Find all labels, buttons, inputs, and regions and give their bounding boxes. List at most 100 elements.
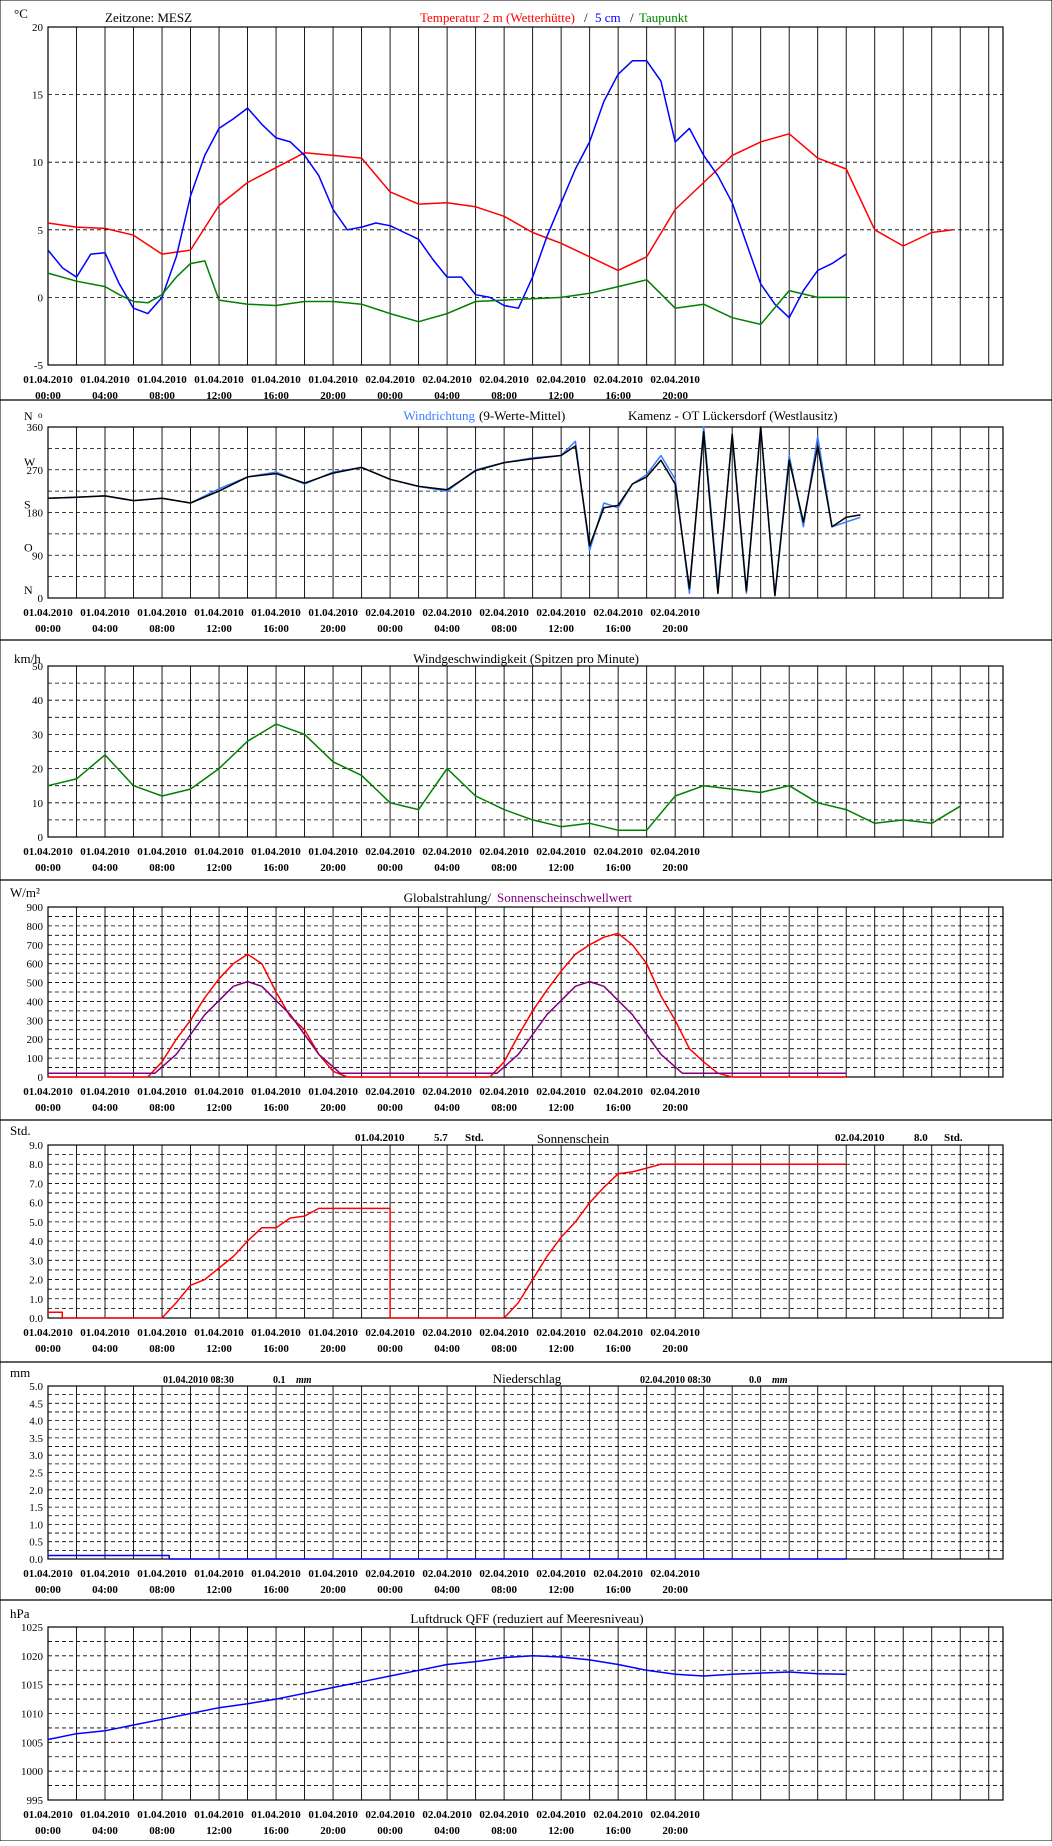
precipitation-panel: mm 01.04.2010 08:30 0.1 mm Niederschlag … [10, 1365, 788, 1386]
speed-x-tick-time: 08:00 [491, 862, 517, 874]
speed-x-tick-time: 16:00 [605, 862, 631, 874]
rad-x-tick-time: 12:00 [548, 1102, 574, 1114]
press-y-tick-label: 1020 [21, 1651, 44, 1663]
sunshine-threshold-title: Sonnenscheinschwellwert [497, 890, 632, 905]
rain-x-tick-date: 01.04.2010 [308, 1568, 358, 1580]
press-x-tick-time: 16:00 [605, 1825, 631, 1837]
rad-y-tick-label: 200 [27, 1034, 44, 1046]
temp-x-tick-time: 00:00 [377, 390, 403, 402]
rain-y-tick-label: 2.5 [29, 1468, 43, 1480]
press-x-tick-date: 02.04.2010 [536, 1809, 586, 1821]
dir-x-tick-date: 02.04.2010 [536, 607, 586, 619]
press-x-tick-date: 02.04.2010 [479, 1809, 529, 1821]
rad-x-tick-date: 02.04.2010 [593, 1086, 643, 1098]
rad-x-tick-date: 01.04.2010 [194, 1086, 244, 1098]
rain-x-tick-time: 04:00 [92, 1584, 118, 1596]
speed-x-tick-time: 20:00 [320, 862, 346, 874]
sun-x-tick-date: 02.04.2010 [479, 1327, 529, 1339]
sun-x-tick-time: 16:00 [605, 1343, 631, 1355]
rad-y-tick-label: 700 [27, 940, 44, 952]
temp-x-tick-time: 20:00 [320, 390, 346, 402]
dir-y-tick-label: 180 [27, 508, 44, 520]
sun-x-tick-date: 02.04.2010 [536, 1327, 586, 1339]
dir-x-tick-date: 01.04.2010 [80, 607, 130, 619]
rain-plot: 5.0 4.5 4.0 3.5 3.0 2.5 2.0 1.5 1.0 0.5 0.0 01.04.2… [23, 1381, 1004, 1596]
rad-series-line [48, 980, 847, 1074]
rain-y-tick-label: 4.5 [29, 1398, 43, 1410]
rad-x-tick-date: 02.04.2010 [365, 1086, 415, 1098]
sun-y-tick-label: 8.0 [29, 1159, 43, 1171]
press-x-tick-date: 01.04.2010 [23, 1809, 73, 1821]
speed-y-tick-label: 20 [32, 764, 44, 776]
rad-x-tick-date: 01.04.2010 [23, 1086, 73, 1098]
sunshine-day2-date: 02.04.2010 [835, 1132, 885, 1144]
rain-x-tick-date: 02.04.2010 [536, 1568, 586, 1580]
rain-x-tick-time: 12:00 [206, 1584, 232, 1596]
press-y-tick-label: 995 [27, 1795, 44, 1807]
speed-x-tick-date: 01.04.2010 [23, 846, 73, 858]
rain-x-tick-date: 01.04.2010 [80, 1568, 130, 1580]
rad-x-tick-time: 20:00 [662, 1102, 688, 1114]
sun-x-tick-date: 02.04.2010 [422, 1327, 472, 1339]
rad-x-tick-time: 04:00 [434, 1102, 460, 1114]
temperature-panel: °C Zeitzone: MESZ Temperatur 2 m (Wetter… [14, 6, 688, 25]
temp-y-tick-label: 15 [32, 90, 44, 102]
wind-speed-title: Windgeschwindigkeit (Spitzen pro Minute) [413, 651, 639, 666]
press-x-tick-time: 00:00 [35, 1825, 61, 1837]
speed-x-tick-date: 02.04.2010 [536, 846, 586, 858]
sun-x-tick-date: 02.04.2010 [650, 1327, 700, 1339]
dir-x-tick-date: 01.04.2010 [194, 607, 244, 619]
rad-x-tick-time: 20:00 [320, 1102, 346, 1114]
rain-x-tick-date: 01.04.2010 [137, 1568, 187, 1580]
radiation-panel: W/m² Globalstrahlung/ Sonnenscheinschwel… [10, 885, 632, 905]
wind-direction-degree-mark: o [38, 410, 43, 420]
dir-y-tick-label: 360 [27, 422, 44, 434]
sun-x-tick-time: 08:00 [491, 1343, 517, 1355]
wind-direction-title: Windrichtung [403, 408, 475, 423]
speed-x-tick-time: 00:00 [35, 862, 61, 874]
temp-x-tick-date: 02.04.2010 [593, 374, 643, 386]
sun-y-tick-label: 7.0 [29, 1178, 43, 1190]
temp-title-sep2: / [630, 10, 634, 25]
pressure-unit: hPa [10, 1606, 30, 1621]
sun-x-tick-time: 04:00 [92, 1343, 118, 1355]
dir-x-tick-time: 00:00 [377, 623, 403, 635]
rain-y-tick-label: 2.0 [29, 1485, 43, 1497]
compass-label: W [24, 455, 36, 469]
temperature-unit: °C [14, 6, 28, 21]
temp-plot-frame [47, 26, 1004, 366]
press-x-tick-date: 01.04.2010 [308, 1809, 358, 1821]
temp-x-tick-date: 02.04.2010 [365, 374, 415, 386]
dir-x-tick-date: 02.04.2010 [479, 607, 529, 619]
dir-x-tick-time: 12:00 [206, 623, 232, 635]
rad-x-tick-time: 08:00 [149, 1102, 175, 1114]
sun-y-tick-label: 2.0 [29, 1275, 43, 1287]
speed-x-tick-time: 04:00 [434, 862, 460, 874]
station-title: Kamenz - OT Lückersdorf (Westlausitz) [628, 408, 838, 423]
sun-x-tick-time: 20:00 [662, 1343, 688, 1355]
sun-x-tick-time: 00:00 [377, 1343, 403, 1355]
compass-label: N [24, 583, 33, 597]
dir-x-tick-time: 04:00 [92, 623, 118, 635]
sun-series-line [48, 1163, 847, 1319]
rain-x-tick-time: 16:00 [263, 1584, 289, 1596]
sunshine-unit: Std. [10, 1123, 31, 1138]
temp-x-tick-time: 16:00 [605, 390, 631, 402]
dir-x-tick-time: 08:00 [491, 623, 517, 635]
dewpoint-title: Taupunkt [639, 10, 688, 25]
rad-y-tick-label: 800 [27, 921, 44, 933]
sun-y-tick-label: 3.0 [29, 1255, 43, 1267]
precip-day1-date: 01.04.2010 08:30 [163, 1375, 234, 1386]
temp-x-tick-time: 04:00 [434, 390, 460, 402]
press-x-tick-time: 16:00 [263, 1825, 289, 1837]
temp-series-line [47, 60, 847, 319]
press-x-tick-date: 02.04.2010 [593, 1809, 643, 1821]
rain-x-tick-date: 02.04.2010 [422, 1568, 472, 1580]
speed-x-tick-date: 02.04.2010 [593, 846, 643, 858]
rain-x-tick-time: 20:00 [662, 1584, 688, 1596]
speed-x-tick-time: 16:00 [263, 862, 289, 874]
temp-x-tick-date: 01.04.2010 [194, 374, 244, 386]
timezone-label: Zeitzone: MESZ [105, 10, 192, 25]
press-x-tick-time: 20:00 [320, 1825, 346, 1837]
temp-y-tick-label: 5 [38, 225, 44, 237]
